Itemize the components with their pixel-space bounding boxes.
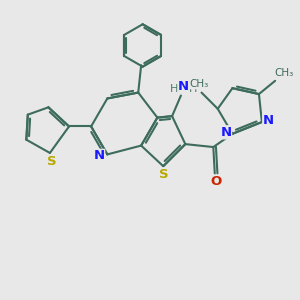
Text: N: N [220,126,232,139]
Text: S: S [46,155,56,168]
Text: N: N [263,114,274,127]
Text: H: H [189,84,197,94]
Text: S: S [159,168,169,181]
Text: N: N [178,80,189,93]
Text: N: N [94,149,105,162]
Text: H: H [170,84,178,94]
Text: O: O [211,175,222,188]
Text: CH₃: CH₃ [189,79,208,89]
Text: CH₃: CH₃ [274,68,294,78]
